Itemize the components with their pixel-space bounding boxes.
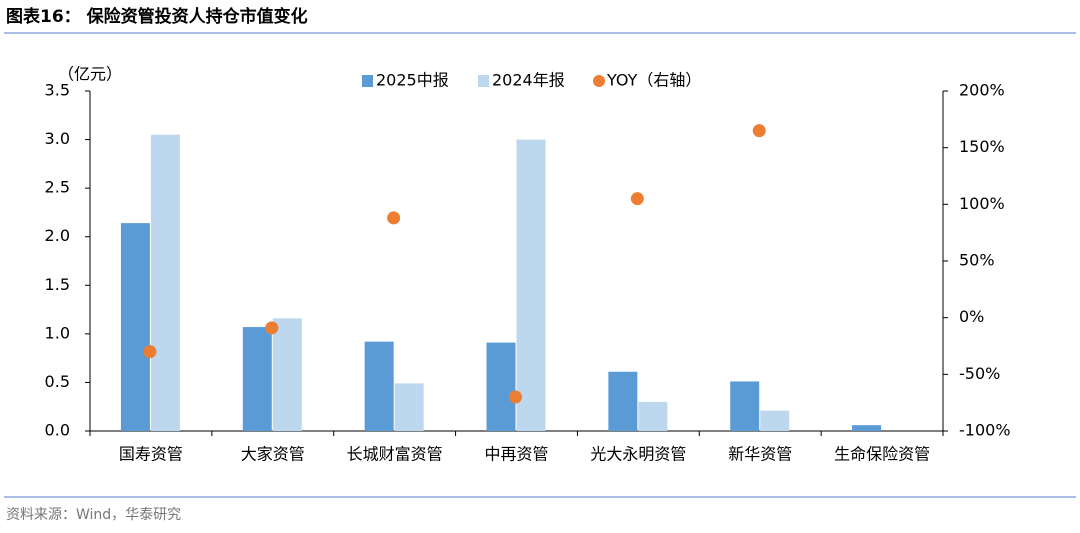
yoy-point xyxy=(509,390,522,404)
legend-swatch xyxy=(478,75,489,87)
bar xyxy=(272,318,302,431)
yoy-point xyxy=(387,211,401,225)
y-tick-label: 1.0 xyxy=(45,323,70,342)
x-tick-label: 大家资管 xyxy=(241,445,305,464)
yoy-point xyxy=(752,124,766,138)
y-axis-label: （亿元） xyxy=(58,65,122,84)
x-tick-label: 光大永明资管 xyxy=(590,445,686,464)
bar xyxy=(852,425,882,431)
bar xyxy=(120,223,150,431)
x-tick-label: 国寿资管 xyxy=(119,445,183,464)
x-tick-label: 长城财富资管 xyxy=(347,445,443,464)
bar xyxy=(516,139,546,432)
bar xyxy=(608,371,638,431)
y-tick-label: 1.5 xyxy=(45,275,70,294)
bar xyxy=(638,401,668,431)
y-tick-label: 2.5 xyxy=(45,178,70,197)
y2-tick-label: 200% xyxy=(959,81,1005,100)
y2-tick-label: 50% xyxy=(959,251,995,270)
bar xyxy=(760,410,790,431)
bar xyxy=(150,134,180,431)
yoy-point xyxy=(265,321,279,335)
bar xyxy=(486,342,516,431)
y-tick-label: 2.0 xyxy=(45,226,70,245)
y-tick-label: 3.0 xyxy=(45,129,70,148)
y2-tick-label: 150% xyxy=(959,137,1005,156)
legend-swatch xyxy=(593,75,605,87)
chart-title: 图表16： 保险资管投资人持仓市值变化 xyxy=(6,6,308,27)
y2-tick-label: 100% xyxy=(959,194,1005,213)
bar xyxy=(730,381,760,431)
y2-tick-label: -50% xyxy=(959,364,1000,383)
yoy-point xyxy=(143,345,157,359)
x-tick-label: 中再资管 xyxy=(484,445,548,464)
x-tick-label: 生命保险资管 xyxy=(834,445,930,464)
y2-tick-label: 0% xyxy=(959,307,984,326)
y2-tick-label: -100% xyxy=(959,421,1011,440)
legend-label: 2024年报 xyxy=(492,71,565,90)
y-tick-label: 0.5 xyxy=(45,372,70,391)
bar xyxy=(394,383,424,431)
legend-label: YOY（右轴） xyxy=(606,71,701,90)
yoy-point xyxy=(630,192,644,206)
bar xyxy=(364,341,394,431)
bar xyxy=(242,327,272,431)
legend-label: 2025中报 xyxy=(376,71,449,90)
y-tick-label: 0.0 xyxy=(45,421,70,440)
x-tick-label: 新华资管 xyxy=(728,445,792,464)
y-tick-label: 3.5 xyxy=(45,81,70,100)
legend-swatch xyxy=(362,75,373,87)
source-note: 资料来源：Wind，华泰研究 xyxy=(6,507,181,523)
